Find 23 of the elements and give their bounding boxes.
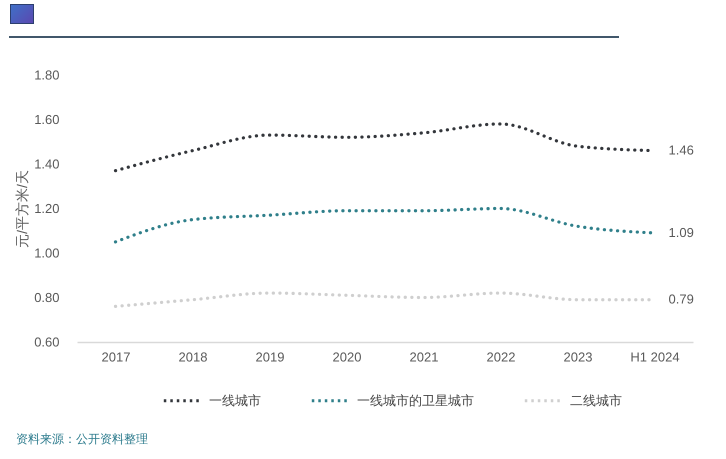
y-tick-label: 1.00 (34, 246, 60, 260)
x-tick-label: 2023 (564, 350, 592, 364)
x-tick-label: 2022 (486, 350, 516, 364)
data-label: 1.46 (668, 142, 694, 158)
y-tick-label: 1.60 (34, 112, 60, 127)
x-tick-label: 2017 (102, 350, 130, 364)
y-tick-label: 1.40 (34, 156, 60, 172)
y-tick-label: 1.20 (34, 201, 60, 216)
x-tick-label: 2020 (332, 350, 362, 364)
legend-label: 二线城市 (570, 392, 622, 408)
y-tick-label: 0.80 (34, 290, 60, 305)
x-tick-label: H1 2024 (630, 350, 680, 364)
y-tick-label: 0.60 (34, 334, 60, 350)
data-label: 0.79 (668, 292, 694, 307)
data-label: 1.09 (668, 224, 694, 240)
x-tick-label: 2021 (410, 350, 438, 364)
text: 资料来源：公开资料整理 (16, 431, 148, 448)
legend-label: 一线城市 (209, 392, 261, 408)
x-tick-label: 2019 (256, 350, 284, 364)
y-tick-label: 1.80 (34, 68, 60, 82)
legend-label: 一线城市的卫星城市 (357, 392, 474, 408)
x-tick-label: 2018 (178, 350, 208, 364)
y-axis-title: 元/平方米/天 (14, 170, 30, 248)
